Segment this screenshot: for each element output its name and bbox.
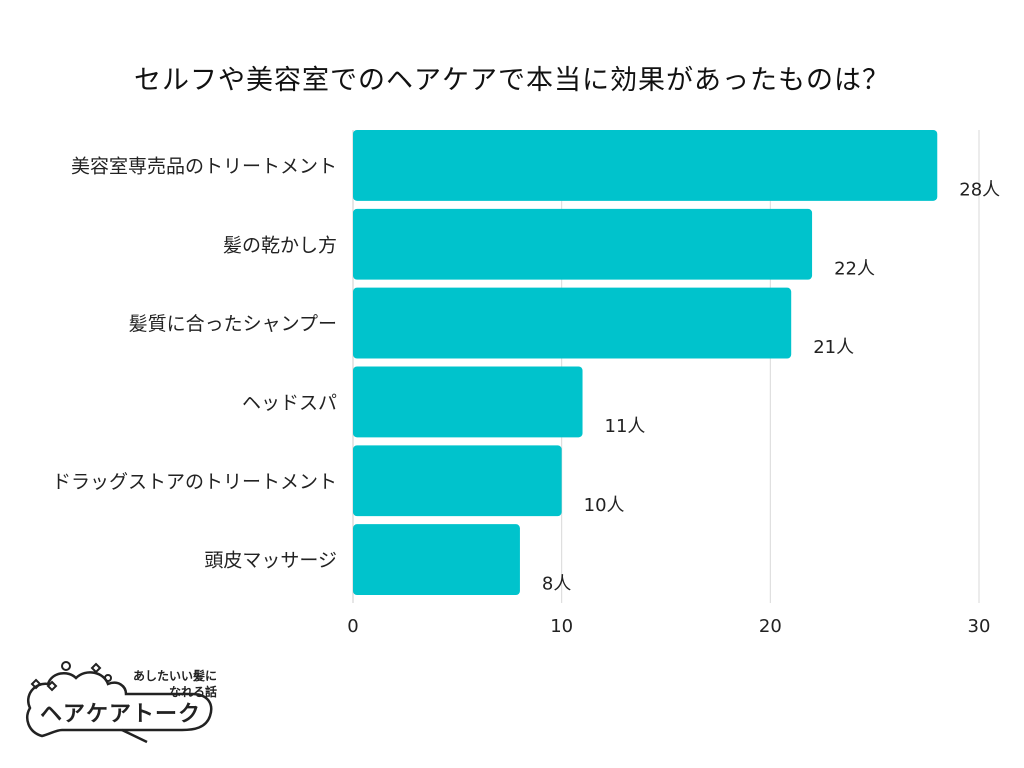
- logo-icon: [26, 661, 213, 744]
- data-label: 10人: [584, 495, 625, 516]
- chart-title: セルフや美容室でのヘアケアで本当に効果があったものは？: [134, 65, 890, 96]
- logo-tagline: あしたいい髪に なれる話: [121, 668, 217, 700]
- category-label: 美容室専売品のトリートメント: [71, 155, 337, 177]
- data-label: 21人: [813, 337, 854, 358]
- bar: [353, 445, 562, 517]
- data-label: 22人: [834, 258, 875, 279]
- bar: [353, 524, 520, 595]
- bar: [353, 366, 583, 438]
- x-tick-label: 10: [550, 616, 573, 637]
- logo-name: ヘアケアトーク: [40, 702, 202, 727]
- category-label: 頭皮マッサージ: [204, 550, 337, 572]
- category-label: ドラッグストアのトリートメント: [52, 471, 337, 493]
- data-label: 8人: [542, 574, 571, 595]
- x-tick-label: 30: [968, 616, 991, 637]
- bar: [353, 130, 938, 201]
- bar: [353, 287, 792, 359]
- x-tick-label: 0: [347, 616, 358, 637]
- data-label: 11人: [605, 416, 646, 437]
- logo-tagline-line2: なれる話: [168, 685, 217, 699]
- category-label: 髪質に合ったシャンプー: [129, 313, 337, 335]
- category-label: ヘッドスパ: [242, 392, 337, 414]
- category-label: 髪の乾かし方: [223, 234, 337, 256]
- logo-tagline-line1: あしたいい髪に: [132, 669, 217, 683]
- data-label: 28人: [959, 179, 1000, 200]
- bar: [353, 208, 813, 280]
- x-tick-label: 20: [759, 616, 782, 637]
